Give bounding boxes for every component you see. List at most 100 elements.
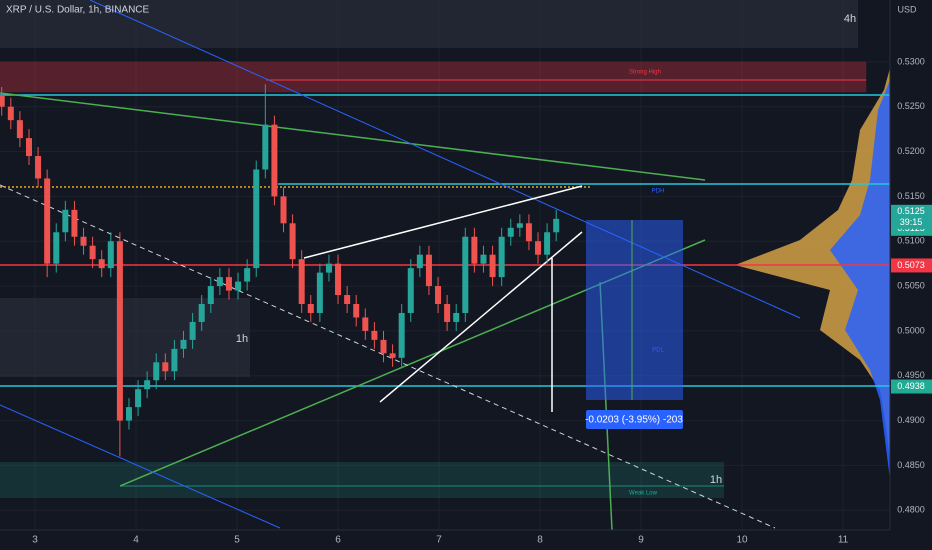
- candle-body: [25, 138, 32, 157]
- timeframe-label: 4h: [844, 13, 856, 25]
- candle-body: [262, 124, 269, 170]
- x-tick-label: 10: [736, 535, 748, 546]
- y-tick-label: 0.5300: [897, 56, 925, 66]
- price-tag-label: 0.4938: [897, 381, 925, 391]
- candle-body: [307, 304, 314, 313]
- candle-body: [553, 218, 560, 233]
- volume-profile: [735, 68, 890, 460]
- candle-body: [207, 286, 214, 305]
- candle-body: [398, 312, 405, 358]
- x-tick-label: 7: [436, 535, 442, 546]
- position-label: -0.0203 (-3.95%) -203: [585, 415, 683, 426]
- currency: USD: [897, 4, 917, 14]
- annotation: Weak Low: [629, 491, 658, 497]
- y-tick-label: 0.4950: [897, 370, 925, 380]
- short-position: [586, 220, 683, 400]
- y-tick-label: 0.5000: [897, 325, 925, 335]
- price-tag: [891, 204, 932, 219]
- y-tick-label: 0.4900: [897, 415, 925, 425]
- x-tick-label: 9: [638, 535, 644, 546]
- candle-body: [325, 263, 332, 273]
- price-tag: [891, 258, 932, 273]
- candles: [0, 84, 560, 457]
- x-tick-label: 4: [133, 535, 139, 546]
- price-tag-label: 0.5125: [897, 206, 925, 216]
- wedge-line: [303, 185, 583, 259]
- candle-body: [362, 317, 369, 331]
- y-tick-label: 0.4800: [897, 505, 925, 515]
- countdown-box: [891, 216, 932, 229]
- y-tick-label: 0.5200: [897, 146, 925, 156]
- candle-body: [7, 106, 14, 121]
- y-tick-label: 0.5250: [897, 101, 925, 111]
- candle-body: [253, 169, 260, 269]
- y-tick-label: 0.5100: [897, 236, 925, 246]
- y-tick-label: 0.5150: [897, 191, 925, 201]
- timeframe-label: 1h: [710, 474, 722, 486]
- y-tick-label: 0.5050: [897, 280, 925, 290]
- candle-body: [198, 304, 205, 322]
- annotation: Strong High: [629, 70, 661, 76]
- candle-body: [380, 339, 387, 354]
- candle-body: [516, 223, 523, 228]
- candle-body: [162, 362, 169, 372]
- candle-body: [244, 268, 251, 282]
- candle-body: [135, 389, 142, 408]
- candle-body: [353, 304, 360, 318]
- volume-profile-value: [830, 80, 890, 480]
- candle-body: [489, 254, 496, 278]
- candle-body: [107, 241, 114, 269]
- candle-body: [344, 295, 351, 305]
- candle-body: [116, 241, 123, 421]
- position-label-box: [586, 410, 683, 429]
- candle-body: [53, 232, 60, 264]
- candle-body: [471, 236, 478, 264]
- timeframe-label: 1h: [236, 333, 248, 345]
- trend-line: [0, 92, 706, 181]
- x-tick-label: 6: [335, 535, 341, 546]
- candle-body: [462, 236, 469, 313]
- annotation: PDH: [652, 189, 665, 195]
- candle-body: [507, 227, 514, 237]
- candle-body: [425, 254, 432, 287]
- candle-body: [335, 263, 342, 296]
- price-axis: [890, 0, 932, 550]
- candle-body: [35, 156, 42, 179]
- candle-body: [180, 339, 187, 349]
- candle-body: [216, 277, 223, 287]
- candle-body: [125, 407, 132, 421]
- candle-body: [416, 254, 423, 269]
- candle-body: [316, 272, 323, 313]
- y-tick-label: 0.4850: [897, 460, 925, 470]
- weak-low-zone: [0, 462, 724, 498]
- candle-body: [0, 95, 5, 107]
- candle-body: [189, 321, 196, 340]
- axis-labels: 0.4800 0.4850 0.4900 0.4950 0.5000 0.5050 0.51…: [32, 56, 932, 546]
- candle-body: [525, 223, 532, 242]
- ltf-zone: [0, 298, 250, 377]
- candle-body: [289, 223, 296, 260]
- candle-body: [144, 380, 151, 390]
- candle-body: [89, 245, 96, 260]
- candle-body: [544, 232, 551, 255]
- candle-body: [407, 268, 414, 313]
- x-tick-label: 8: [537, 535, 543, 546]
- candle-body: [153, 362, 160, 381]
- candle-body: [16, 120, 23, 139]
- chart-title: XRP / U.S. Dollar, 1h, BINANCE: [6, 5, 150, 16]
- candle-body: [225, 277, 232, 291]
- candle-body: [80, 236, 87, 246]
- candle-body: [298, 259, 305, 305]
- candle-body: [535, 241, 542, 255]
- candle-body: [371, 330, 378, 340]
- candle-body: [71, 209, 78, 237]
- trend-line: [0, 404, 281, 529]
- candle-body: [44, 178, 51, 264]
- strong-high-zone: [0, 61, 867, 93]
- candle-body: [235, 281, 242, 291]
- candle-body: [480, 254, 487, 264]
- candle-body: [498, 236, 505, 278]
- price-tag: [891, 379, 932, 394]
- trend-line: [0, 184, 776, 529]
